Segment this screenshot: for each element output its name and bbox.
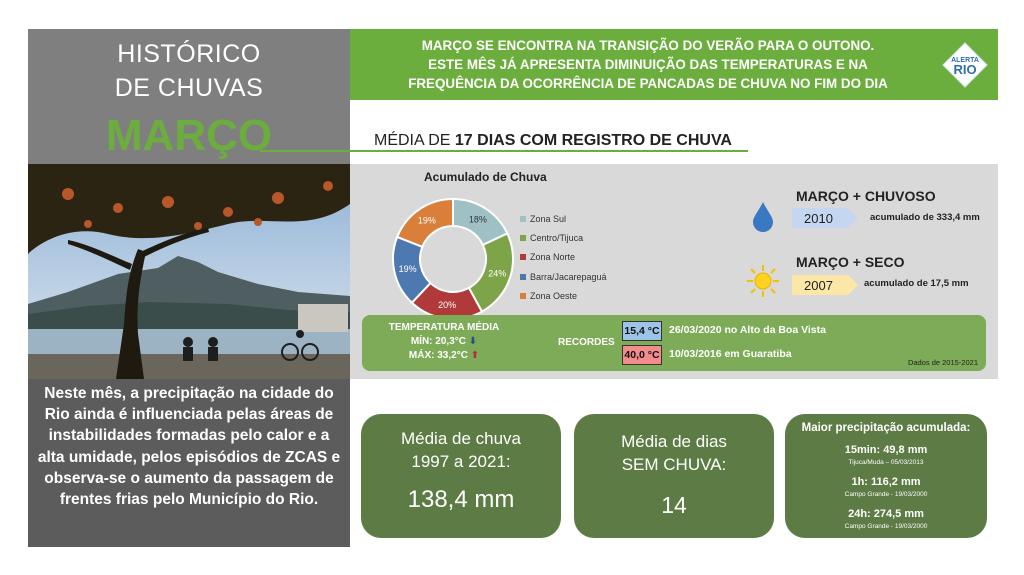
max-precip-1h-place: Campo Grande - 19/03/2000	[844, 491, 928, 498]
avg-rain-days-prefix: MÉDIA DE	[374, 132, 455, 149]
record-low-value: 15,4 °C	[622, 321, 662, 341]
logo-top-text: ALERTA	[951, 57, 979, 64]
avg-temp-min-text: MÍN: 20,3°C	[410, 336, 466, 347]
donut-label-4: 19%	[418, 216, 436, 226]
title-panel: HISTÓRICO DE CHUVAS MARÇO	[28, 29, 350, 164]
avg-temp-min: MÍN: 20,3°C ⬇	[384, 336, 504, 347]
legend-label: Barra/Jacarepaguá	[530, 271, 607, 282]
driest-title: MARÇO + SECO	[796, 254, 905, 270]
logo-bottom-text: RIO	[953, 62, 976, 77]
top-banner: MARÇO SE ENCONTRA NA TRANSIÇÃO DO VERÃO …	[350, 29, 998, 100]
wettest-title: MARÇO + CHUVOSO	[796, 188, 936, 204]
record-high-text: 10/03/2016 em Guaratiba	[669, 348, 792, 360]
avg-rain-days: MÉDIA DE 17 DIAS COM REGISTRO DE CHUVA	[374, 132, 732, 150]
temperature-bar: TEMPERATURA MÉDIA MÍN: 20,3°C ⬇ MÁX: 33,…	[362, 315, 986, 371]
sun-icon	[747, 265, 779, 297]
donut-label-3: 19%	[399, 264, 417, 274]
records-label: RECORDES	[558, 337, 615, 348]
arrow-up-icon: ⬆	[470, 350, 480, 361]
avg-temp-label: TEMPERATURA MÉDIA	[388, 322, 500, 333]
avg-temp-max-text: MÁX: 33,2°C	[408, 350, 468, 361]
max-precip-24h-place: Campo Grande - 19/03/2000	[844, 523, 928, 530]
max-precip-15min-place: Tijuca/Muda – 05/03/2013	[848, 459, 924, 466]
donut-chart: 18% 24% 20% 19% 19%	[392, 197, 514, 320]
legend-item: Barra/Jacarepaguá	[520, 267, 607, 286]
description-panel: Neste mês, a precipitação na cidade do R…	[28, 379, 350, 547]
title-line-2: DE CHUVAS	[114, 74, 264, 102]
chart-legend: Zona Sul Centro/Tijuca Zona Norte Barra/Jac…	[520, 209, 607, 305]
donut-label-0: 18%	[469, 215, 487, 225]
avg-temp-max: MÁX: 33,2°C ⬆	[384, 350, 504, 361]
legend-item: Centro/Tijuca	[520, 228, 607, 247]
dry-days-value: 14	[661, 492, 687, 518]
middle-panel: Acumulado de Chuva 18% 24% 20% 19% 19% Zona …	[350, 164, 998, 379]
avg-rain-days-value: 17 DIAS COM REGISTRO DE CHUVA	[454, 132, 732, 149]
legend-label: Zona Norte	[530, 252, 576, 263]
legend-item: Zona Sul	[520, 209, 607, 228]
wettest-note: acumulado de 333,4 mm	[870, 212, 980, 223]
banner-line-3: FREQUÊNCIA DA OCORRÊNCIA DE PANCADAS DE …	[408, 76, 888, 91]
max-precip-title: Maior precipitação acumulada:	[801, 422, 971, 434]
legend-swatch	[520, 273, 526, 280]
legend-swatch	[520, 292, 526, 299]
avg-rain-line-2: 1997 a 2021:	[411, 452, 511, 471]
title-line-1: HISTÓRICO	[117, 40, 261, 68]
avg-rain-line-1: Média de chuva	[400, 429, 522, 448]
water-drop-icon	[753, 202, 773, 232]
legend-label: Centro/Tijuca	[530, 232, 584, 243]
max-precip-15min: 15min: 49,8 mm	[844, 444, 928, 456]
record-high-value: 40,0 °C	[622, 345, 662, 365]
driest-year: 2007	[792, 275, 858, 295]
wettest-year: 2010	[792, 208, 858, 228]
chart-title: Acumulado de Chuva	[424, 170, 547, 184]
arrow-down-icon: ⬇	[468, 336, 478, 347]
donut-slice-zona-oeste	[395, 197, 454, 249]
legend-swatch	[520, 215, 526, 222]
record-low-text: 26/03/2020 no Alto da Boa Vista	[669, 324, 826, 336]
banner-line-2: ESTE MÊS JÁ APRESENTA DIMINUIÇÃO DAS TEM…	[428, 57, 868, 72]
title-underline	[260, 150, 748, 152]
legend-label: Zona Oeste	[530, 290, 578, 301]
avg-rain-value: 138,4 mm	[407, 486, 515, 513]
max-precip-1h: 1h: 116,2 mm	[851, 476, 921, 488]
dry-days-box: Média de dias SEM CHUVA: 14	[574, 414, 774, 538]
description-text: Neste mês, a precipitação na cidade do R…	[37, 385, 341, 509]
landscape-photo	[28, 164, 350, 379]
avg-rain-caption: Média de chuva 1997 a 2021:	[361, 427, 561, 473]
legend-swatch	[520, 254, 526, 261]
max-precip-box: Maior precipitação acumulada: 15min: 49,…	[785, 414, 987, 538]
donut-label-2: 20%	[438, 300, 456, 310]
legend-item: Zona Norte	[520, 248, 607, 267]
donut-label-1: 24%	[488, 268, 506, 278]
max-precip-24h: 24h: 274,5 mm	[848, 508, 924, 520]
legend-item: Zona Oeste	[520, 286, 607, 305]
legend-swatch	[520, 234, 526, 241]
avg-rain-box: Média de chuva 1997 a 2021: 138,4 mm	[361, 414, 561, 538]
month-title: MARÇO	[105, 111, 273, 160]
dry-days-caption: Média de dias SEM CHUVA:	[574, 430, 774, 476]
alerta-rio-logo: ALERTA RIO	[940, 41, 990, 89]
legend-label: Zona Sul	[530, 213, 567, 224]
banner-line-1: MARÇO SE ENCONTRA NA TRANSIÇÃO DO VERÃO …	[421, 38, 875, 53]
driest-note: acumulado de 17,5 mm	[864, 278, 969, 289]
banner-text: MARÇO SE ENCONTRA NA TRANSIÇÃO DO VERÃO …	[368, 36, 928, 93]
dry-days-line-2: SEM CHUVA:	[621, 455, 727, 474]
data-source: Dados de 2015-2021	[907, 358, 978, 367]
dry-days-line-1: Média de dias	[621, 432, 727, 451]
